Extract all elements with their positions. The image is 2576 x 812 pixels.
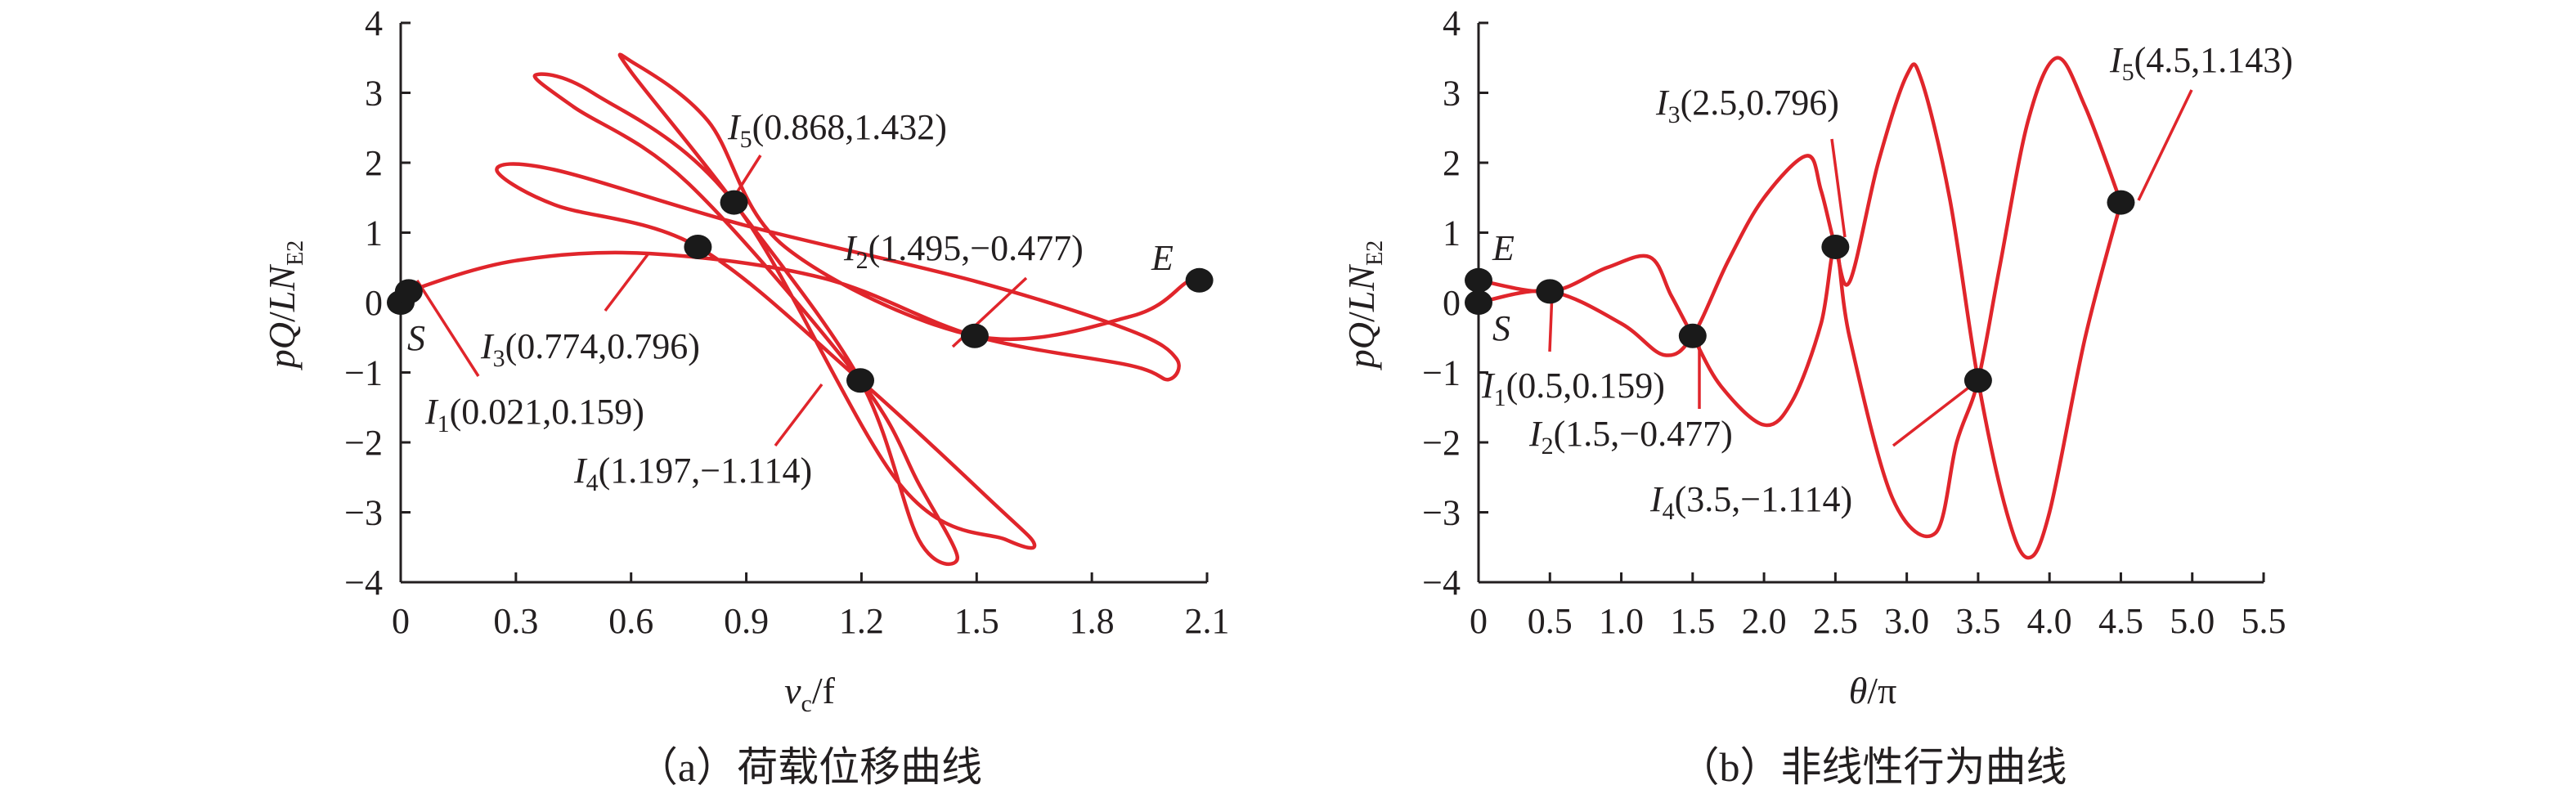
panel-a-y-axis-label: pQ/LNE2 <box>261 240 308 370</box>
panel-a-y-tick-label: −2 <box>344 423 383 463</box>
panel-b-label-i5: I5(4.5,1.143) <box>2109 40 2293 86</box>
panel-a-label-e: E <box>1151 238 1174 278</box>
panel-a-label-i4: I4(1.197,−1.114) <box>573 451 812 496</box>
panel-a-point-i2 <box>960 323 989 348</box>
panel-b-point-i1 <box>1536 279 1564 304</box>
panel-b-caption: （b）非线性行为曲线 <box>1679 744 2067 790</box>
panel-b-y-tick-label: −2 <box>1422 423 1461 463</box>
panel-a-x-tick-label: 0 <box>392 601 410 641</box>
panel-a-points <box>387 190 1214 393</box>
panel-b-y-tick-label: 4 <box>1443 3 1461 43</box>
panel-b-x-tick-label: 0 <box>1470 601 1488 641</box>
panel-a-y-tick-label: −3 <box>344 493 383 533</box>
panel-a-label-s: S <box>407 318 425 358</box>
panel-b-x-tick-label: 3.5 <box>1955 601 2000 641</box>
panel-a-curves <box>396 52 1201 567</box>
panel-a-point-i1 <box>394 279 423 304</box>
panel-b-x-tick-label: 5.5 <box>2242 601 2287 641</box>
panel-b-x-tick-label: 0.5 <box>1528 601 1573 641</box>
panel-b-x-tick-label: 4.5 <box>2098 601 2143 641</box>
panel-b-y-tick-label: −1 <box>1422 353 1461 393</box>
panel-b-points <box>1465 190 2135 393</box>
panel-b-leader-i5 <box>2137 89 2193 201</box>
panel-b-y-tick-label: −3 <box>1422 493 1461 533</box>
panel-b-y-tick-label: 0 <box>1443 283 1461 323</box>
panel-b-series-line <box>1476 56 2123 539</box>
panel-b-x-tick-label: 2.5 <box>1813 601 1858 641</box>
panel-a-y-tick-label: 4 <box>365 3 383 43</box>
panel-b-point-i5 <box>2107 190 2135 215</box>
panel-a-label-i2: I2(1.495,−0.477) <box>843 228 1084 274</box>
panel-b-leader-i3 <box>1830 138 1847 238</box>
panel-b-point-i3 <box>1821 234 1850 259</box>
panel-b-label-s: S <box>1492 308 1510 348</box>
panel-a-y-tick-label: −4 <box>344 563 383 603</box>
panel-a-label-i1: I1(0.021,0.159) <box>424 392 644 437</box>
panel-a-x-tick-label: 0.3 <box>493 601 538 641</box>
panel-a-x-tick-label: 1.5 <box>954 601 999 641</box>
panel-a-label-i3: I3(0.774,0.796) <box>480 326 700 372</box>
panel-b-label-i1: I1(0.5,0.159) <box>1481 366 1665 411</box>
panel-a-point-i4 <box>846 368 875 393</box>
panel-a-labels: S E I1(0.021,0.159) I2(1.495,−0.477) I3(0.77… <box>407 107 1174 496</box>
panel-a-leader-i3 <box>604 252 650 312</box>
panel-b-x-tick-label: 3.0 <box>1884 601 1929 641</box>
panel-b-x-tick-label: 2.0 <box>1742 601 1787 641</box>
panel-a-y-tick-label: 0 <box>365 283 383 323</box>
panel-a-x-tick-label: 1.8 <box>1070 601 1115 641</box>
panel-a-series-line <box>396 52 1201 567</box>
panel-b-labels: SE I1(0.5,0.159)I2(1.5,−0.477) I3(2.5,0.79… <box>1481 40 2293 525</box>
panel-b-label-i2: I2(1.5,−0.477) <box>1528 414 1733 460</box>
panel-b-label-e: E <box>1492 228 1515 268</box>
panel-b-point-e <box>1465 267 1492 293</box>
panel-b-point-i2 <box>1678 323 1707 348</box>
panel-a-point-e <box>1185 267 1214 293</box>
panel-b-label-i4: I4(3.5,−1.114) <box>1649 479 1852 525</box>
panel-a-leader-i1 <box>415 280 480 377</box>
panel-a-y-tick-label: 3 <box>365 74 383 114</box>
panel-a-leader-i4 <box>774 383 824 447</box>
panel-b-y-tick-label: 1 <box>1443 213 1461 253</box>
panel-b-point-i4 <box>1963 368 1992 393</box>
panel-a-x-tick-label: 1.2 <box>839 601 884 641</box>
panel-b-y-axis-label: pQ/LNE2 <box>1340 240 1388 370</box>
panel-b-x-tick-label: 1.0 <box>1599 601 1644 641</box>
panel-a-point-i3 <box>684 234 712 259</box>
panel-b-y-tick-label: 2 <box>1443 143 1461 183</box>
panel-b-y-tick-label: 3 <box>1443 74 1461 114</box>
panel-b-point-s <box>1465 290 1492 315</box>
panel-a-x-tick-label: 0.9 <box>724 601 769 641</box>
panel-b-x-tick-label: 5.0 <box>2170 601 2215 641</box>
panel-a-label-i5: I5(0.868,1.432) <box>727 107 947 153</box>
panel-a-x-tick-label: 2.1 <box>1185 601 1230 641</box>
panel-a-point-i5 <box>720 190 748 215</box>
panel-a-x-tick-label: 0.6 <box>608 601 653 641</box>
panel-b-label-i3: I3(2.5,0.796) <box>1655 83 1839 128</box>
panel-b-y-tick-label: −4 <box>1422 563 1461 603</box>
panel-a-caption: （a）荷载位移曲线 <box>637 744 982 790</box>
panel-a-y-tick-label: −1 <box>344 353 383 393</box>
panel-b-x-tick-label: 4.0 <box>2027 601 2072 641</box>
panel-b-x-axis-label: θ/π <box>1849 670 1897 711</box>
panel-a-y-tick-label: 2 <box>365 143 383 183</box>
panel-a-y-tick-label: 1 <box>365 213 383 253</box>
panel-a-x-axis-label: vc/f <box>784 670 836 717</box>
panel-b-x-tick-label: 1.5 <box>1670 601 1715 641</box>
